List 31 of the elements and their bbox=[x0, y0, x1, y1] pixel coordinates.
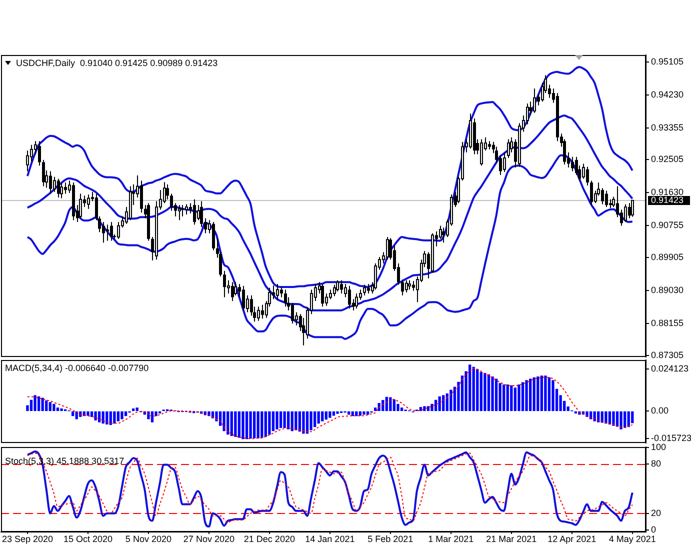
y-tick-label: 0.89030 bbox=[651, 284, 684, 295]
y-tick-label: 0.024123 bbox=[651, 364, 689, 374]
x-tick-label: 4 May 2021 bbox=[608, 534, 656, 544]
y-tick-label: 0.00 bbox=[651, 406, 669, 416]
x-tick-label: 23 Sep 2020 bbox=[2, 534, 53, 544]
y-tick-label: 0.88155 bbox=[651, 318, 684, 328]
x-tick-label: 15 Oct 2020 bbox=[63, 534, 112, 544]
y-tick-label: 80 bbox=[651, 458, 662, 468]
y-tick-label: 0.93355 bbox=[651, 122, 684, 132]
x-tick-label: 27 Nov 2020 bbox=[183, 534, 234, 544]
y-tick-label: 0 bbox=[651, 524, 656, 534]
x-tick-label: 12 Apr 2021 bbox=[548, 534, 596, 544]
y-tick-label: 0.87305 bbox=[651, 350, 684, 360]
y-tick-label: 0.95105 bbox=[651, 56, 684, 66]
y-tick-label: 0.90755 bbox=[651, 220, 684, 230]
y-tick-label: 100 bbox=[651, 442, 666, 452]
y-tick-label: 20 bbox=[651, 508, 662, 518]
y-tick-label: 0.91630 bbox=[651, 187, 684, 198]
x-tick-label: 1 Mar 2021 bbox=[428, 534, 474, 544]
y-tick-label: 0.94230 bbox=[651, 89, 684, 100]
y-tick-label: -0.015723 bbox=[651, 433, 691, 444]
x-tick-label: 14 Jan 2021 bbox=[305, 534, 355, 544]
x-tick-label: 5 Feb 2021 bbox=[368, 534, 414, 544]
chart-title: MACD(5,34,4) -0.006640 -0.007790 bbox=[5, 362, 149, 373]
x-tick-label: 5 Nov 2020 bbox=[125, 534, 172, 544]
x-tick-label: 21 Dec 2020 bbox=[244, 534, 295, 544]
x-tick-label: 21 Mar 2021 bbox=[486, 534, 537, 544]
ref-line-label: 0.91423 bbox=[651, 194, 684, 205]
chart-title: USDCHF,Daily 0.91040 0.91425 0.90989 0.91423 bbox=[16, 58, 218, 68]
y-tick-label: 0.92505 bbox=[651, 154, 684, 164]
y-tick-label: 0.89905 bbox=[651, 252, 684, 262]
